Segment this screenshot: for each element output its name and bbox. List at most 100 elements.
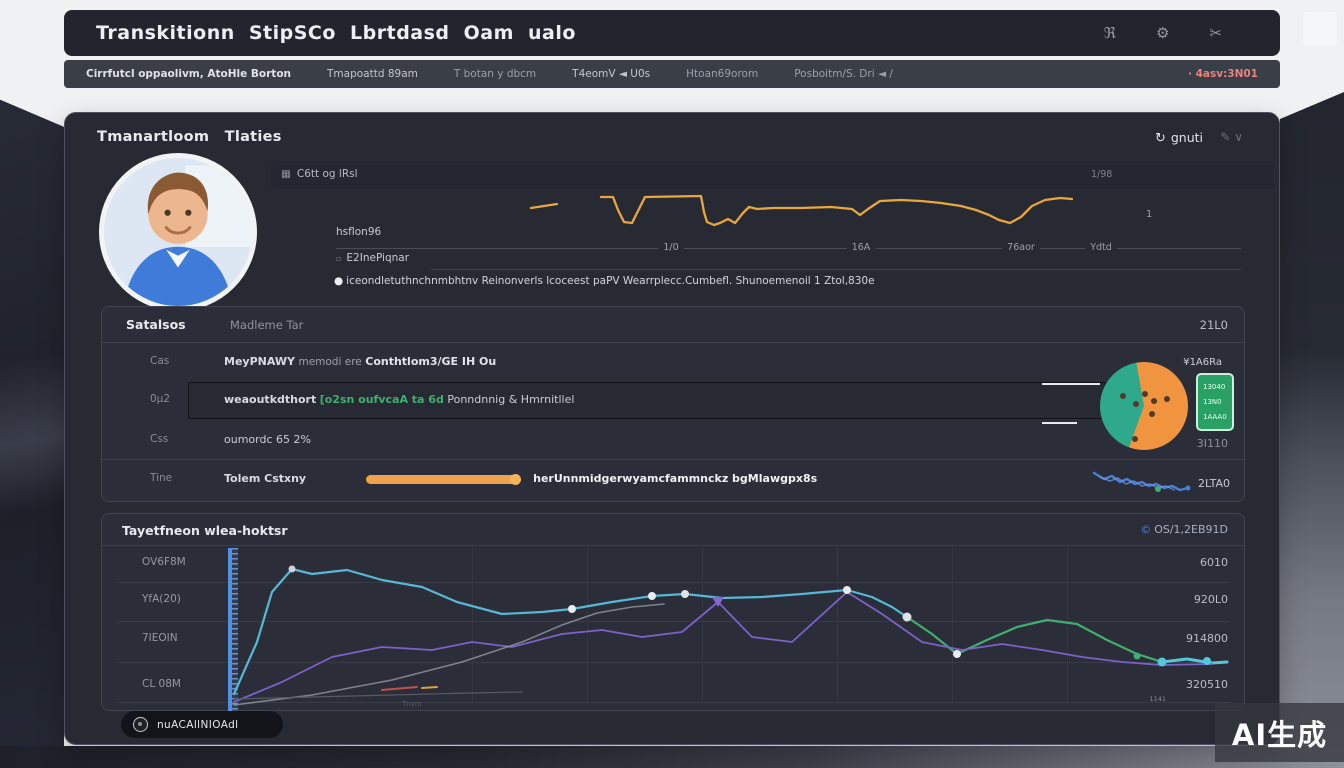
row-label: Css xyxy=(150,433,169,445)
main-nav: Cirrfutcl oppaolivm, AtoHle Borton Tmapo… xyxy=(64,60,1280,88)
overview-toolbar xyxy=(271,161,1274,189)
corner-chip-decoration xyxy=(1303,12,1337,46)
stats-header: Satalsos Madleme Tar 21L0 xyxy=(102,307,1244,343)
stats-row4-value: 2LTA0 xyxy=(1197,477,1230,490)
edit-icon[interactable]: ✎ ∨ xyxy=(1220,130,1243,144)
tab-secondary[interactable]: Madleme Tar xyxy=(230,318,304,332)
row1-text-bold: Conthtlom3/GE IH Ou xyxy=(365,355,497,368)
row-label: 0µ2 xyxy=(150,393,171,405)
row-label: Tine xyxy=(150,472,173,484)
pie-dot xyxy=(1151,398,1157,404)
pie-chart xyxy=(1100,362,1188,450)
sparkline-chart xyxy=(1092,471,1191,492)
overview-legend-label: C6tt og lRsl xyxy=(296,168,358,180)
tab-statuses[interactable]: Satalsos xyxy=(126,317,186,332)
v-gridline xyxy=(837,547,838,704)
timeline-header: Tayetfneon wlea-hoktsr © OS/1,2EB91D xyxy=(102,514,1244,546)
bullet-icon: ● xyxy=(334,275,344,287)
pie-dot xyxy=(1149,411,1155,417)
stats-panel: Satalsos Madleme Tar 21L0 Cas MeyPNAWY m… xyxy=(101,306,1245,502)
nav-item-6[interactable]: Posboitm/S. Dri ◄ / xyxy=(794,68,893,80)
axis-tick-4: Ydtd xyxy=(1085,242,1117,253)
pie-callout-line-2 xyxy=(1042,422,1077,424)
row2-text-plain: Ponndnnig & Hmrnitllel xyxy=(447,393,575,406)
row3-text: oumordc 65 2% xyxy=(224,433,311,446)
histogram-tick-bar xyxy=(228,548,238,716)
y-axis-label-2: YfA(20) xyxy=(142,593,181,605)
header-icons: ℜ ⚙ ✂ xyxy=(1104,24,1222,42)
settings-icon[interactable]: ⚙ xyxy=(1155,24,1170,42)
footer-action-button[interactable]: nuACAllNIOAdl xyxy=(121,711,283,738)
right-value-4: 320510 xyxy=(1186,678,1228,691)
overview-section: ▦ C6tt og lRsl 1/98 1 hsflon96 1/0 16A 76… xyxy=(271,161,1274,306)
timeline-panel: Tayetfneon wlea-hoktsr © OS/1,2EB91D OV6F… xyxy=(101,513,1245,716)
row2-text-strong: weaoutkdthort xyxy=(224,393,317,406)
row-text: Tolem Cstxny herUnnmidgerwyamcfammnckz bg… xyxy=(224,472,817,485)
notifications-icon[interactable]: ℜ xyxy=(1103,24,1116,42)
overview-divider-1 xyxy=(336,248,1241,249)
right-edge-decoration xyxy=(1280,92,1344,768)
pie-legend-value-2: 13N0 xyxy=(1203,398,1222,406)
overview-mid-value: 1 xyxy=(1146,209,1153,220)
h-gridline xyxy=(118,662,1230,663)
ai-watermark: AI生成 xyxy=(1215,703,1344,762)
timeline-line-chart xyxy=(232,565,1229,706)
dashboard-panel: Tmanartloom Tlaties ↻ gnuti ✎ ∨ ▦ C6tt og … xyxy=(64,112,1280,745)
record-icon xyxy=(133,717,148,732)
row-label: Cas xyxy=(150,355,170,367)
row4-text-bold: herUnnmidgerwyamcfammnckz bgMlawgpx8s xyxy=(533,472,818,485)
overview-divider-2 xyxy=(431,269,1241,270)
nav-item-5[interactable]: Htoan69orom xyxy=(686,68,759,80)
stats-divider xyxy=(102,459,1244,460)
app-header: Transkitionn StipSCo Lbrtdasd Oam ualo ℜ… xyxy=(64,10,1280,56)
nav-item-3[interactable]: T botan y dbcm xyxy=(453,68,537,80)
timeline-meta: © OS/1,2EB91D xyxy=(1140,523,1228,536)
y-axis-label-3: 7IEOIN xyxy=(142,632,178,644)
pie-dot xyxy=(1132,436,1138,442)
row1-text-strong: MeyPNAWY xyxy=(224,355,295,368)
axis-tick-1: 1/0 xyxy=(658,242,684,253)
overview-line-chart xyxy=(529,194,1074,227)
square-icon: ▫ xyxy=(336,254,342,263)
overview-row1-label: hsflon96 xyxy=(336,226,382,238)
grid-icon: ▦ xyxy=(281,168,291,180)
pie-dot xyxy=(1142,391,1148,397)
bottom-strip-decoration xyxy=(0,746,1344,768)
right-value-3: 914800 xyxy=(1186,632,1228,645)
v-gridline xyxy=(702,547,703,704)
timeline-small-value: 1141 xyxy=(1149,695,1166,703)
h-gridline xyxy=(118,702,1230,703)
overview-description: ● iceondletuthnchnmbhtnv Reinonverls lcoc… xyxy=(334,275,875,287)
copyright-icon: © xyxy=(1140,523,1152,536)
overview-row2-label: ▫ E2InePiqnar xyxy=(336,252,416,264)
progress-pill xyxy=(366,473,522,485)
refresh-button[interactable]: ↻ gnuti xyxy=(1155,130,1203,146)
pie-dot xyxy=(1120,393,1126,399)
overview-row2-text: E2InePiqnar xyxy=(346,252,410,264)
pie-callout-line-1 xyxy=(1042,383,1100,385)
v-gridline xyxy=(472,547,473,704)
avatar-image xyxy=(104,158,252,306)
y-axis-label-1: OV6F8M xyxy=(142,556,186,568)
profile-icon[interactable]: ✂ xyxy=(1209,24,1222,42)
row-text: MeyPNAWY memodi ere Conthtlom3/GE IH Ou xyxy=(224,355,496,368)
overview-description-text: iceondletuthnchnmbhtnv Reinonverls lcoce… xyxy=(346,275,875,287)
nav-item-2[interactable]: Tmapoattd 89am xyxy=(327,68,418,80)
pie-legend-box: 13040 13N0 1AAA0 xyxy=(1196,373,1234,431)
pie-dot xyxy=(1164,396,1170,402)
timeline-axis-note: Tnym xyxy=(402,700,422,708)
row1-text-dim: memodi ere xyxy=(298,356,362,368)
h-gridline xyxy=(118,582,1230,583)
axis-tick-3: 76aor xyxy=(1002,242,1040,253)
row-text: weaoutkdthort [o2sn oufvcaA ta 6d Ponndn… xyxy=(224,393,574,406)
nav-item-1[interactable]: Cirrfutcl oppaolivm, AtoHle Borton xyxy=(86,68,292,80)
avatar[interactable] xyxy=(99,153,257,311)
axis-tick-2: 16A xyxy=(846,242,876,253)
left-edge-decoration xyxy=(0,99,64,768)
timeline-title: Tayetfneon wlea-hoktsr xyxy=(122,523,288,538)
overview-corner-value: 1/98 xyxy=(1091,169,1113,180)
nav-item-4[interactable]: T4eomV ◄ U0s xyxy=(572,68,651,80)
right-value-1: 6010 xyxy=(1200,556,1228,569)
nav-alert-badge: · 4asv:3N01 xyxy=(1187,68,1258,80)
